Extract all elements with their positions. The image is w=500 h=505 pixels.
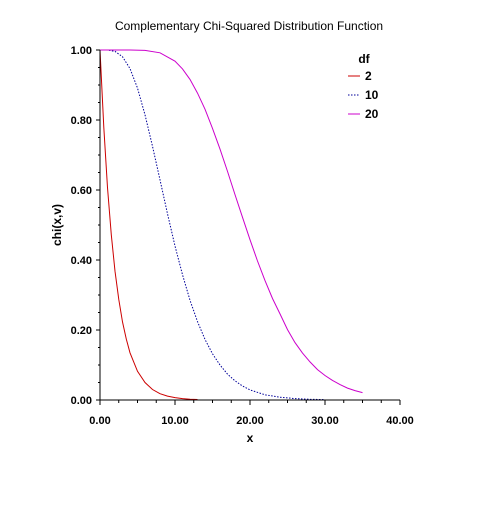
chart-title: Complementary Chi-Squared Distribution F… (115, 19, 383, 33)
x-tick-label: 20.00 (236, 415, 264, 427)
series-line-df-10 (100, 49, 326, 401)
x-tick-label: 40.00 (386, 415, 414, 427)
y-tick-label: 1.00 (71, 45, 92, 57)
legend-label-df-2: 2 (365, 69, 372, 83)
legend-title: df (358, 52, 370, 66)
x-tick-label: 0.00 (89, 415, 110, 427)
y-tick-label: 0.80 (71, 115, 92, 127)
x-tick-label: 10.00 (161, 415, 189, 427)
y-axis-title: chi(x,v) (50, 204, 64, 246)
legend-label-df-10: 10 (365, 88, 379, 102)
legend: df 2 10 20 (348, 52, 379, 121)
series-line-df-2 (99, 49, 198, 400)
x-axis-title: x (247, 431, 254, 445)
y-tick-label: 0.60 (71, 185, 92, 197)
y-tick-label: 0.40 (71, 255, 92, 267)
y-tick-label: 0.00 (71, 395, 92, 407)
legend-label-df-20: 20 (365, 107, 379, 121)
y-tick-label: 0.20 (71, 325, 92, 337)
y-ticks: 0.00 0.20 0.40 0.60 0.80 1.00 (71, 45, 100, 407)
series-line-df-20 (100, 49, 363, 394)
x-ticks: 0.00 10.00 20.00 30.00 40.00 (89, 400, 414, 427)
x-tick-label: 30.00 (311, 415, 339, 427)
plot-lines (99, 49, 363, 401)
